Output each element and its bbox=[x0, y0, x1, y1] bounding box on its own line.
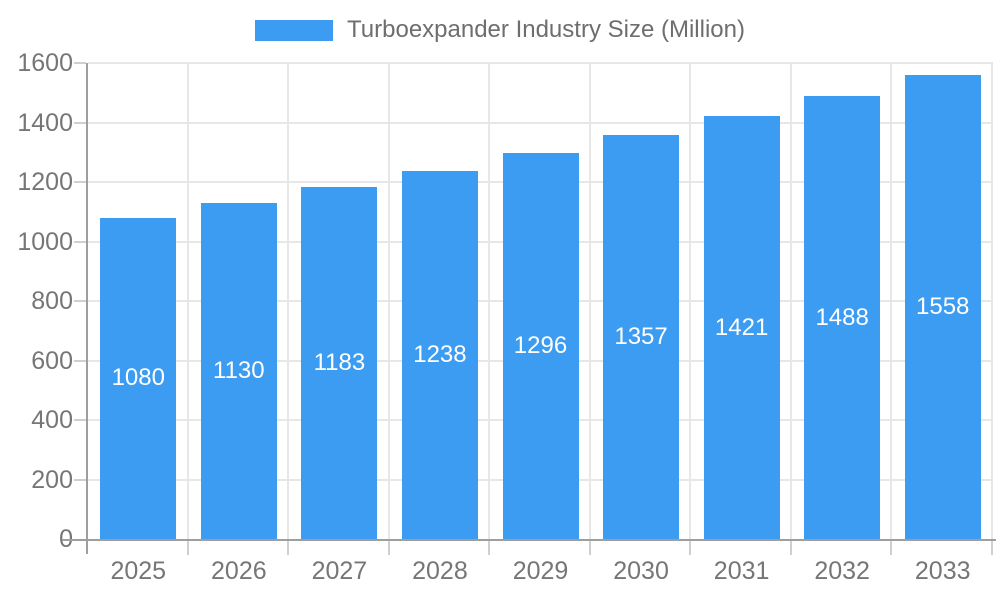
gridline-v bbox=[890, 63, 893, 539]
bar-value-label: 1357 bbox=[614, 323, 668, 351]
y-tick-mark bbox=[74, 419, 86, 421]
x-tick-mark bbox=[789, 541, 792, 555]
bar-value-label: 1296 bbox=[513, 332, 568, 360]
y-tick-mark bbox=[74, 240, 86, 243]
gridline-v bbox=[488, 63, 491, 539]
x-tick-mark bbox=[991, 541, 993, 555]
y-tick-label: 800 bbox=[31, 287, 73, 315]
bar[interactable] bbox=[804, 96, 881, 539]
y-tick-mark bbox=[74, 62, 86, 64]
bar-value-label: 1558 bbox=[916, 293, 970, 321]
gridline-v bbox=[387, 63, 390, 539]
x-tick-label: 2028 bbox=[412, 557, 468, 585]
x-tick-mark bbox=[890, 541, 893, 555]
gridline-v bbox=[287, 63, 290, 539]
gridline-h bbox=[88, 121, 993, 124]
bar[interactable] bbox=[703, 116, 780, 539]
gridline-v bbox=[186, 63, 189, 539]
bar[interactable] bbox=[603, 135, 680, 539]
x-tick-label: 2033 bbox=[914, 557, 971, 585]
x-tick-label: 2032 bbox=[814, 557, 870, 585]
gridline-v bbox=[588, 63, 591, 539]
x-axis-line bbox=[62, 539, 996, 541]
bar[interactable] bbox=[401, 170, 478, 539]
bar[interactable] bbox=[904, 75, 981, 539]
y-tick-label: 1200 bbox=[17, 168, 73, 196]
y-tick-mark bbox=[74, 300, 86, 302]
x-tick-label: 2026 bbox=[211, 557, 267, 585]
x-tick-label: 2030 bbox=[613, 557, 669, 585]
x-tick-mark bbox=[186, 541, 189, 555]
x-tick-mark bbox=[689, 541, 692, 555]
x-tick-mark bbox=[287, 541, 290, 555]
bar[interactable] bbox=[200, 202, 277, 539]
x-tick-mark bbox=[488, 541, 491, 555]
legend-label: Turboexpander Industry Size (Million) bbox=[347, 16, 745, 43]
y-tick-label: 1600 bbox=[17, 49, 73, 77]
y-tick-label: 1000 bbox=[17, 227, 73, 256]
bar[interactable] bbox=[502, 153, 579, 539]
y-tick-mark bbox=[74, 359, 86, 362]
bar-value-label: 1080 bbox=[111, 364, 165, 392]
gridline-v bbox=[991, 63, 993, 539]
y-tick-mark bbox=[74, 181, 86, 183]
gridline-h bbox=[88, 62, 993, 64]
x-tick-label: 2031 bbox=[713, 557, 770, 585]
y-tick-label: 600 bbox=[31, 346, 73, 375]
y-tick-mark bbox=[74, 478, 86, 481]
x-tick-label: 2025 bbox=[110, 557, 167, 585]
y-tick-label: 400 bbox=[31, 406, 73, 434]
bar-value-label: 1488 bbox=[815, 303, 869, 331]
x-tick-label: 2029 bbox=[512, 557, 569, 585]
x-tick-mark bbox=[588, 541, 591, 555]
bar[interactable] bbox=[100, 217, 177, 539]
bar-value-label: 1183 bbox=[313, 349, 366, 377]
x-tick-mark bbox=[387, 541, 390, 555]
bar[interactable] bbox=[301, 187, 378, 539]
y-tick-label: 1400 bbox=[17, 108, 73, 137]
y-axis-line bbox=[86, 63, 88, 554]
gridline-v bbox=[689, 63, 692, 539]
x-tick-label: 2027 bbox=[311, 557, 368, 585]
chart-legend[interactable]: Turboexpander Industry Size (Million) bbox=[0, 16, 1000, 44]
legend-swatch bbox=[255, 19, 334, 41]
bar-value-label: 1238 bbox=[413, 340, 467, 368]
y-tick-mark bbox=[74, 121, 86, 124]
bar-value-label: 1421 bbox=[714, 313, 769, 341]
gridline-v bbox=[789, 63, 792, 539]
bar-value-label: 1130 bbox=[213, 356, 265, 384]
y-tick-label: 200 bbox=[31, 465, 73, 494]
